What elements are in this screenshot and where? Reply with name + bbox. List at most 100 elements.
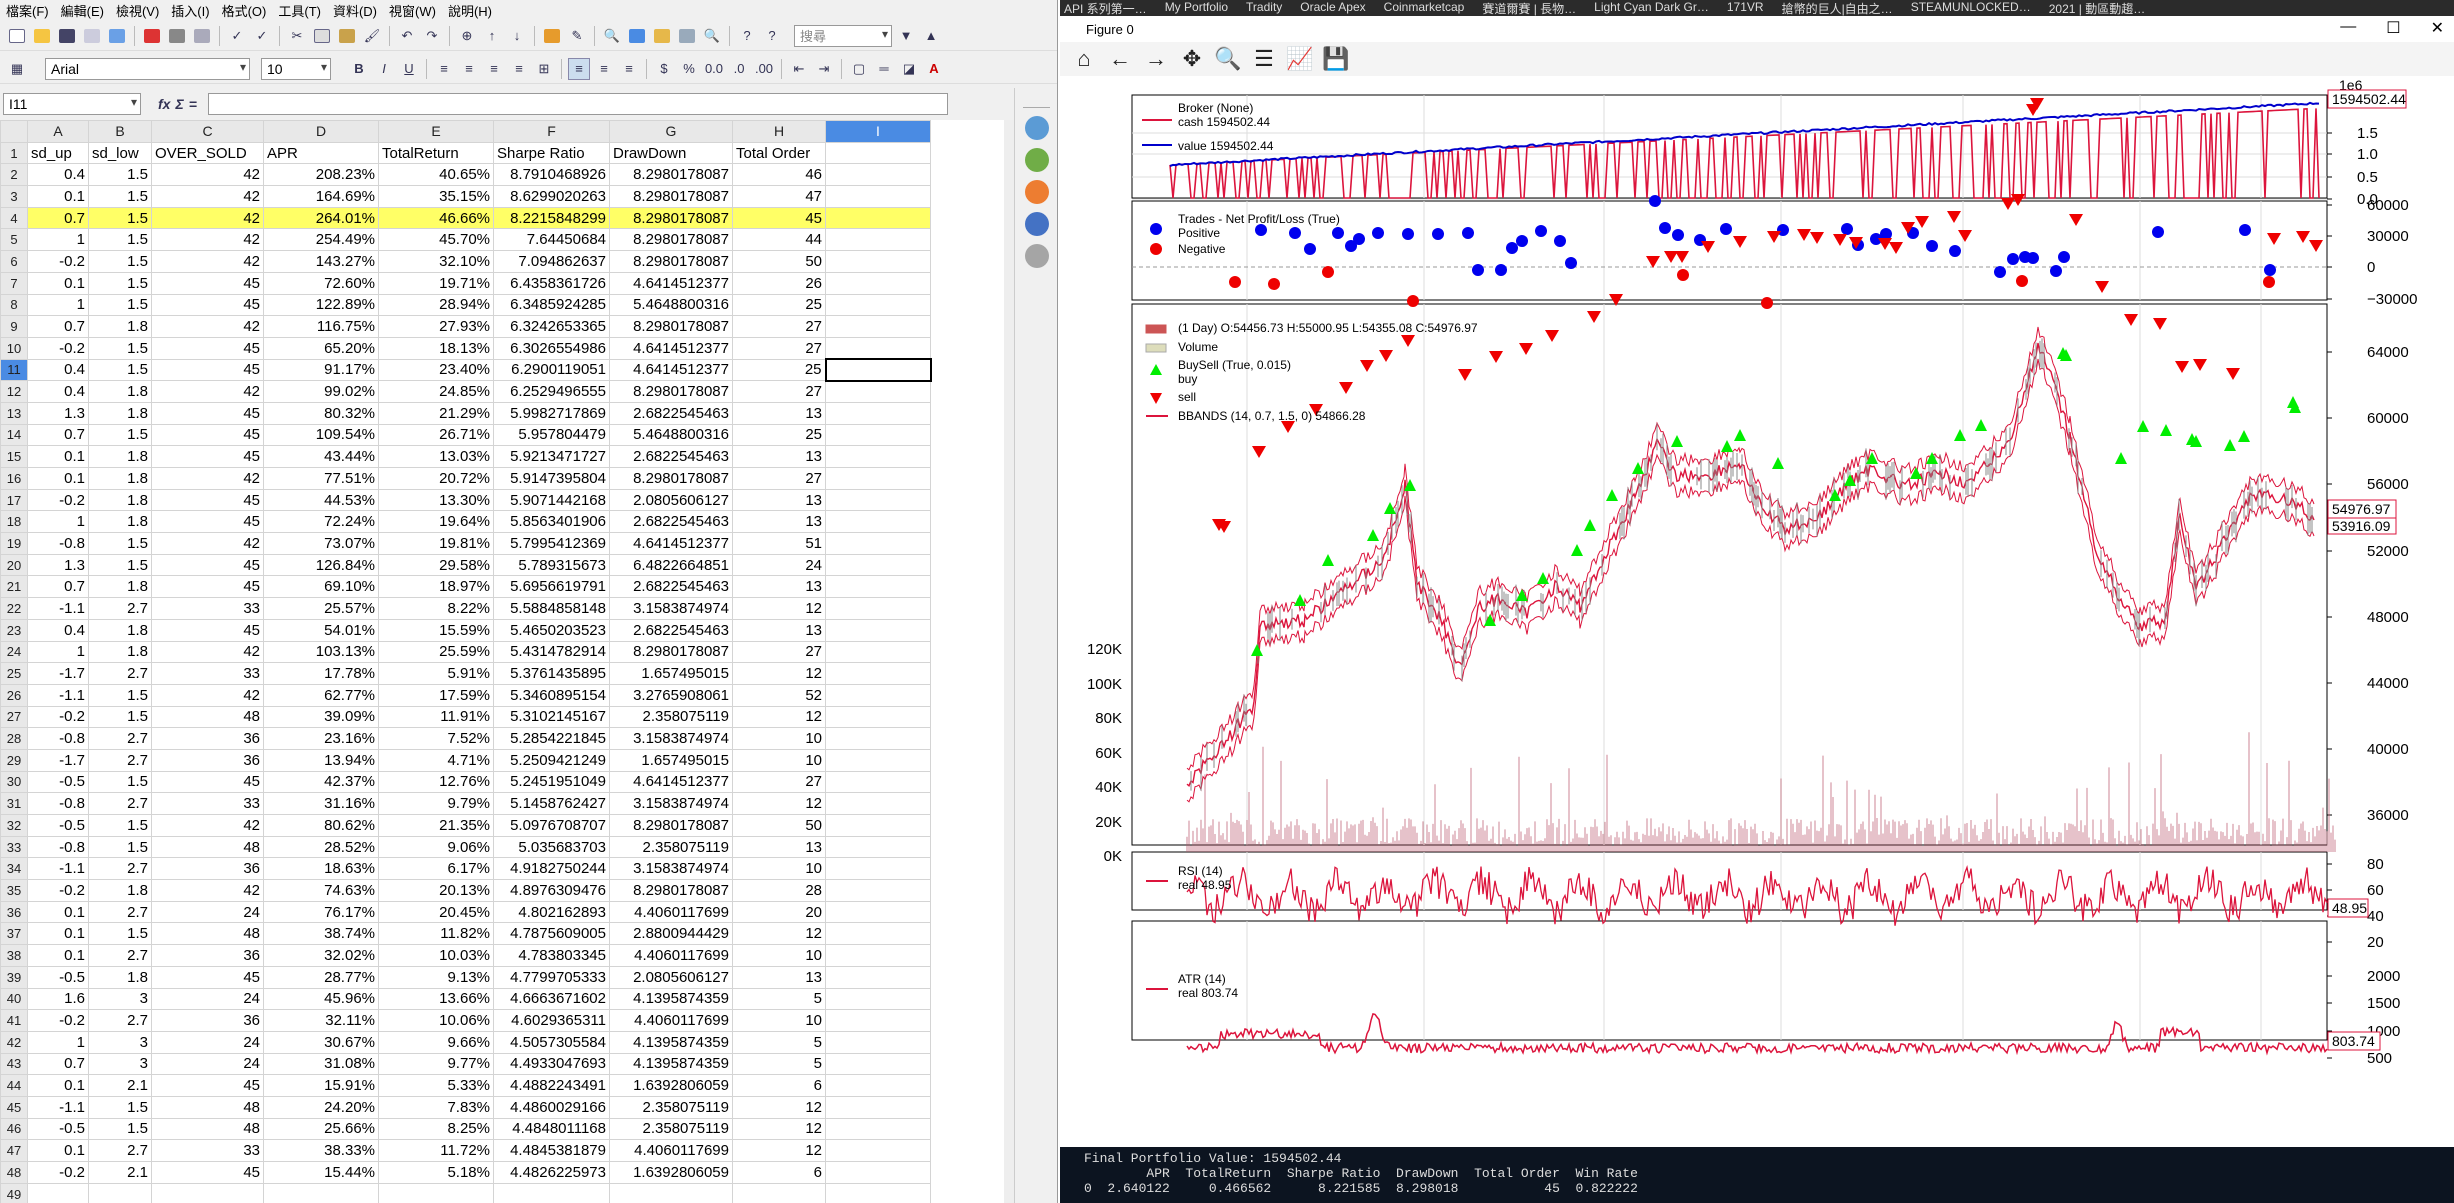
- cell[interactable]: 1.5: [88, 271, 152, 295]
- cell[interactable]: 109.54%: [263, 423, 379, 447]
- cell[interactable]: 8.2980178087: [609, 185, 733, 208]
- italic-button[interactable]: I: [382, 61, 386, 76]
- cell[interactable]: 40.65%: [378, 163, 494, 187]
- cell[interactable]: 3: [88, 987, 152, 1011]
- row-header[interactable]: 37: [0, 922, 28, 946]
- cell[interactable]: 103.13%: [263, 640, 379, 664]
- cell[interactable]: [825, 792, 931, 815]
- cell[interactable]: 5.4648800316: [609, 293, 733, 317]
- cell[interactable]: 4.4060117699: [609, 1009, 733, 1032]
- row-header[interactable]: 14: [0, 423, 28, 447]
- cell[interactable]: 8.2980178087: [609, 814, 733, 837]
- cell[interactable]: 25.66%: [263, 1117, 379, 1141]
- align-center-icon[interactable]: ≡: [465, 61, 473, 76]
- cell[interactable]: 18.63%: [263, 857, 379, 881]
- cell[interactable]: 1.5: [88, 336, 152, 360]
- cell[interactable]: 8.2980178087: [609, 640, 733, 664]
- row-header[interactable]: 3: [0, 185, 28, 208]
- cell[interactable]: 1.8: [88, 488, 152, 512]
- taskbar-item[interactable]: Oracle Apex: [1300, 0, 1366, 14]
- cell[interactable]: 13: [732, 401, 826, 425]
- cell[interactable]: 4.4826225973: [493, 1161, 610, 1184]
- cell[interactable]: 10: [732, 727, 826, 750]
- cell[interactable]: 45: [151, 770, 264, 794]
- cell[interactable]: 42: [151, 814, 264, 837]
- cell[interactable]: 48: [151, 1095, 264, 1119]
- cell[interactable]: 5.6956619791: [493, 575, 610, 599]
- cell[interactable]: 33: [151, 792, 264, 815]
- row-header[interactable]: 30: [0, 770, 28, 794]
- vertical-scrollbar[interactable]: [1004, 120, 1014, 1203]
- cell[interactable]: 32.02%: [263, 944, 379, 967]
- cell[interactable]: 27: [732, 336, 826, 360]
- cell[interactable]: 19.81%: [378, 532, 494, 555]
- cell[interactable]: [88, 1182, 152, 1203]
- cell[interactable]: 13: [732, 575, 826, 599]
- cell[interactable]: 13.94%: [263, 748, 379, 772]
- cell[interactable]: 7.64450684: [493, 228, 610, 252]
- cell[interactable]: 2.7: [88, 727, 152, 750]
- cell[interactable]: 4.1395874359: [609, 1030, 733, 1054]
- taskbar-item[interactable]: Light Cyan Dark Gr…: [1594, 0, 1709, 14]
- cell[interactable]: 6.2529496555: [493, 380, 610, 403]
- wrap-text-icon[interactable]: ≡: [568, 57, 590, 80]
- cell[interactable]: 0.4: [27, 358, 89, 382]
- row-header[interactable]: 36: [0, 900, 28, 924]
- cell[interactable]: 4.4848011168: [493, 1117, 610, 1141]
- cell[interactable]: 2.7: [88, 1009, 152, 1032]
- cell[interactable]: [825, 467, 931, 490]
- cell[interactable]: 45: [151, 401, 264, 425]
- cell[interactable]: 1.5: [88, 922, 152, 946]
- cell[interactable]: 5.4648800316: [609, 423, 733, 447]
- menu-file[interactable]: 檔案(F): [6, 4, 49, 19]
- minimize-icon[interactable]: —: [2340, 18, 2357, 35]
- hyperlink-icon[interactable]: ⊕: [461, 27, 473, 43]
- row-header[interactable]: 47: [0, 1139, 28, 1162]
- cell[interactable]: 1: [27, 228, 89, 252]
- cell[interactable]: 12: [732, 597, 826, 620]
- cell[interactable]: 77.51%: [263, 467, 379, 490]
- cell[interactable]: 5.035683703: [493, 835, 610, 859]
- corner-cell[interactable]: [0, 120, 28, 143]
- header-cell[interactable]: Total Order: [732, 141, 826, 165]
- cell[interactable]: 0.4: [27, 163, 89, 187]
- borders-icon[interactable]: ▢: [852, 60, 866, 76]
- row-header[interactable]: 4: [0, 206, 28, 230]
- cell[interactable]: 46: [732, 163, 826, 187]
- cell[interactable]: [825, 727, 931, 750]
- cell[interactable]: [825, 770, 931, 794]
- cell[interactable]: 2.7: [88, 857, 152, 881]
- cell[interactable]: 1.6: [27, 987, 89, 1011]
- styles-icon[interactable]: ▦: [10, 60, 24, 76]
- cell[interactable]: 5.3761435895: [493, 662, 610, 685]
- cell[interactable]: 4.7799705333: [493, 965, 610, 989]
- cell[interactable]: [825, 1139, 931, 1162]
- cell[interactable]: 8.7910468926: [493, 163, 610, 187]
- cell[interactable]: 69.10%: [263, 575, 379, 599]
- cell[interactable]: [825, 618, 931, 642]
- cell[interactable]: [825, 1030, 931, 1054]
- cell[interactable]: -0.8: [27, 835, 89, 859]
- cell[interactable]: 6.2900119051: [493, 358, 610, 382]
- cell[interactable]: 20.72%: [378, 467, 494, 490]
- row-header[interactable]: 12: [0, 380, 28, 403]
- decrease-indent-icon[interactable]: ⇤: [793, 60, 805, 76]
- row-header[interactable]: 2: [0, 163, 28, 187]
- row-header[interactable]: 42: [0, 1030, 28, 1054]
- cell[interactable]: 1.3: [27, 553, 89, 577]
- cell[interactable]: 42: [151, 228, 264, 252]
- row-header[interactable]: 16: [0, 467, 28, 490]
- taskbar-item[interactable]: 賽道爾賽 | 長物…: [1482, 2, 1577, 16]
- cell[interactable]: 5.957804479: [493, 423, 610, 447]
- row-header[interactable]: 26: [0, 683, 28, 707]
- cell[interactable]: 0.1: [27, 445, 89, 468]
- cell[interactable]: [825, 532, 931, 555]
- cell[interactable]: 143.27%: [263, 250, 379, 273]
- cell[interactable]: 4.4060117699: [609, 1139, 733, 1162]
- cell[interactable]: 25.59%: [378, 640, 494, 664]
- new-icon[interactable]: [6, 25, 28, 47]
- cell[interactable]: 7.094862637: [493, 250, 610, 273]
- cell[interactable]: 264.01%: [263, 206, 379, 230]
- cell[interactable]: 12: [732, 705, 826, 729]
- cell[interactable]: 74.63%: [263, 879, 379, 902]
